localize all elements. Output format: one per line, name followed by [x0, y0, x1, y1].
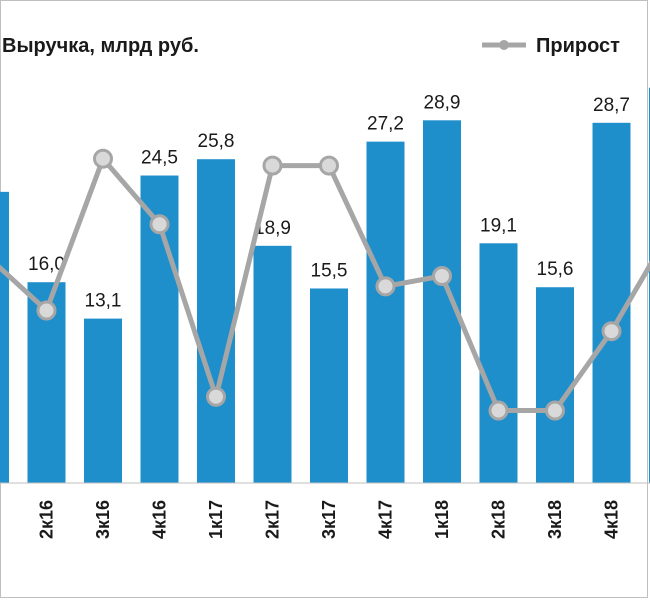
line-point-2к18: [488, 400, 509, 421]
bar-label-4к16: 24,5: [141, 148, 178, 169]
bar-label-3к16: 13,1: [85, 291, 122, 312]
bar-2к17: [253, 245, 292, 483]
bar-label-3к17: 15,5: [311, 260, 348, 281]
line-point-4к17: [375, 276, 396, 297]
bar-label-4к18: 28,7: [593, 95, 630, 116]
legend-line-marker: [499, 40, 509, 50]
bar-label-3к18: 15,6: [537, 259, 574, 280]
bar-label-2к16: 16,0: [28, 254, 65, 275]
legend-bar-label: Выручка, млрд руб.: [2, 35, 199, 57]
tick-1к18: 1к18: [432, 500, 452, 539]
line-point-3к17: [319, 155, 339, 176]
tick-4к18: 4к18: [602, 500, 622, 539]
line-point-3к18: [545, 400, 565, 421]
tick-2к16: 2к16: [37, 500, 57, 539]
tick-2к17: 2к17: [263, 500, 283, 539]
bar-3к16: [84, 318, 122, 483]
line-series: [0, 148, 650, 421]
tick-1к17: 1к17: [206, 500, 226, 539]
line-point-4к16: [149, 214, 170, 235]
bar-4к17: [366, 141, 405, 483]
tick-3к16: 3к16: [93, 500, 113, 539]
bar-label-4к17: 27,2: [367, 114, 404, 135]
line-point-4к18: [601, 321, 622, 342]
x-axis-tick-labels: 1к162к163к164к161к172к173к174к171к182к18…: [37, 500, 622, 539]
line-point-3к16: [93, 148, 113, 169]
bar-3к18: [536, 287, 574, 483]
tick-4к17: 4к17: [376, 500, 396, 539]
tick-3к17: 3к17: [319, 500, 339, 539]
line-point-1к18: [432, 266, 452, 286]
bar-data-labels: 216,013,124,525,818,915,527,228,919,115,…: [28, 92, 630, 312]
bar-label-1к18: 28,9: [424, 92, 461, 113]
bar-label-1к17: 25,8: [198, 131, 235, 152]
tick-4к16: 4к16: [150, 500, 170, 539]
bar-3к17: [310, 288, 348, 483]
bar-series: [0, 87, 650, 484]
bar-1к16: [0, 191, 9, 483]
bar-1к17: [197, 159, 235, 483]
line-point-1к17: [206, 386, 226, 407]
line-point-2к17: [262, 155, 283, 176]
bar-label-2к18: 19,1: [480, 215, 517, 236]
bar-4к18: [592, 122, 631, 483]
legend: Выручка, млрд руб. Прирост: [2, 35, 620, 57]
line-point-2к16: [36, 300, 57, 321]
tick-2к18: 2к18: [489, 500, 509, 539]
tick-3к18: 3к18: [545, 500, 565, 539]
bar-label-2к17: 18,9: [254, 218, 291, 239]
bar-2к18: [479, 243, 518, 483]
legend-line-label: Прирост: [536, 35, 620, 57]
